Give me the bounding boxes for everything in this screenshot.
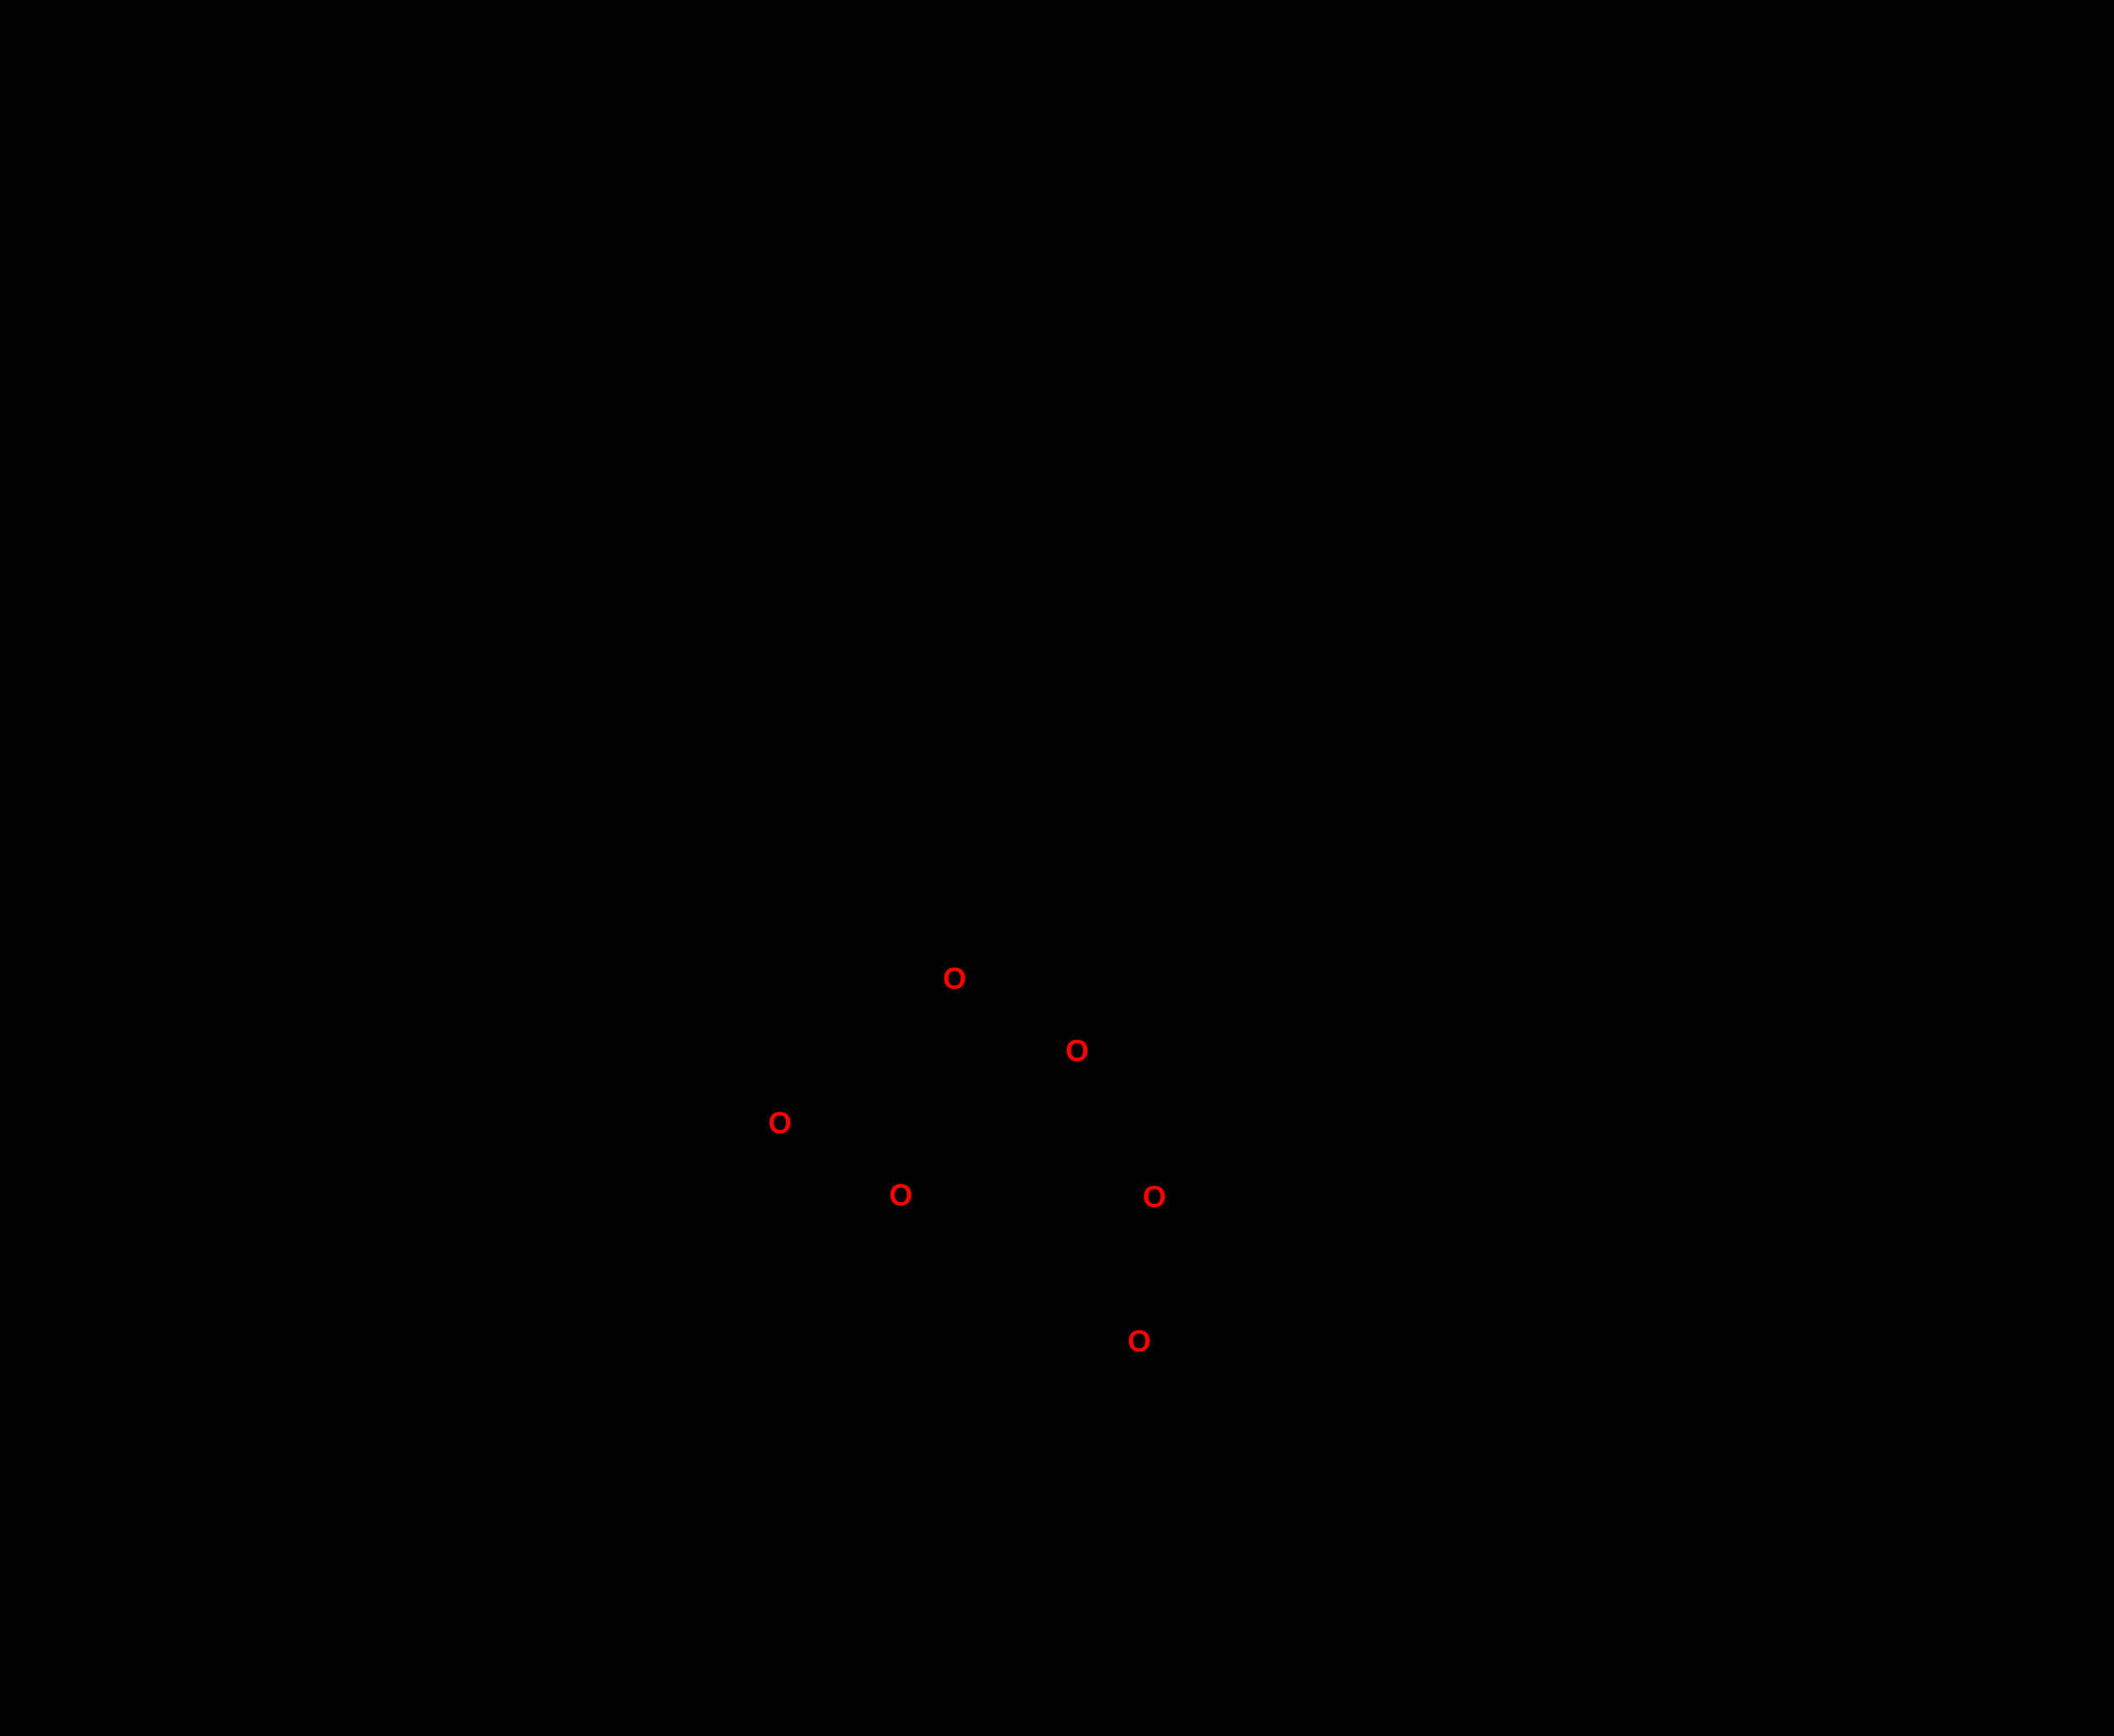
oxygen-atom-label: O	[768, 1108, 792, 1138]
oxygen-atom-label: O	[943, 964, 966, 994]
oxygen-atom-label: O	[1143, 1182, 1166, 1212]
oxygen-atom-label: O	[1065, 1036, 1089, 1066]
oxygen-atom-label: O	[1128, 1326, 1151, 1357]
molecule-canvas: O O O O O O	[0, 0, 2114, 1736]
oxygen-atom-label: O	[889, 1180, 913, 1210]
